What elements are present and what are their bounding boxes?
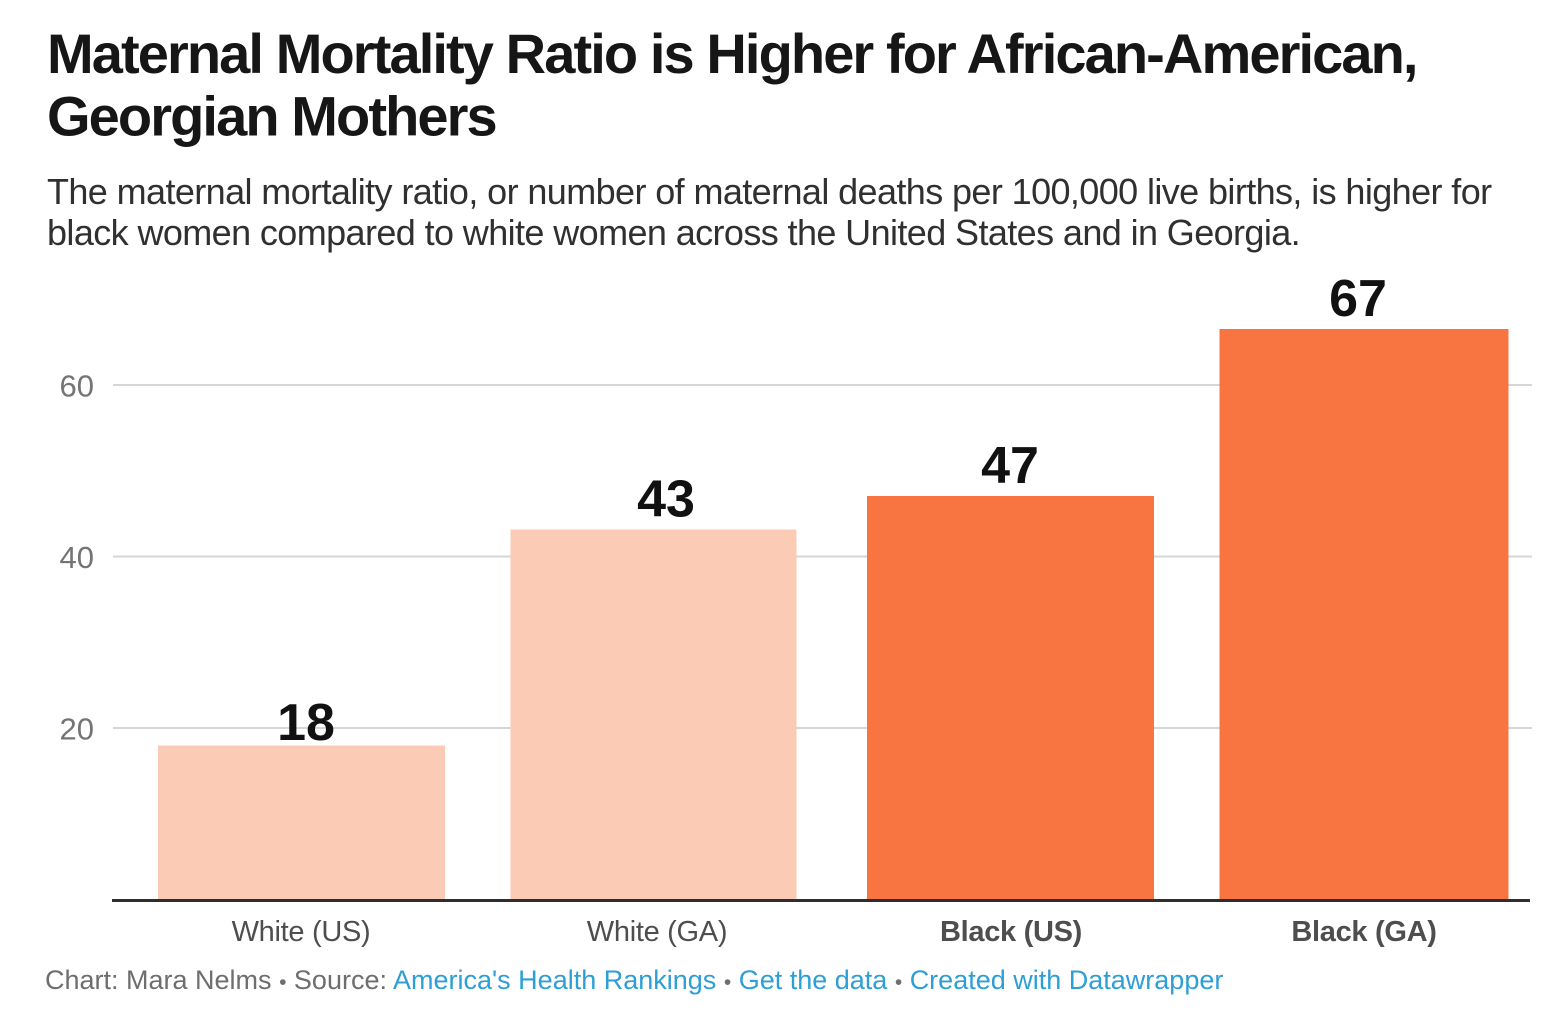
svg-text:18: 18 <box>277 694 335 752</box>
svg-text:40: 40 <box>60 540 94 575</box>
svg-text:Black (US): Black (US) <box>940 916 1082 948</box>
svg-text:The maternal mortality ratio,: The maternal mortality ratio, or number … <box>47 171 1492 212</box>
svg-text:black women compared to white: black women compared to white women acro… <box>47 212 1300 253</box>
svg-text:White (US): White (US) <box>232 916 371 948</box>
svg-text:60: 60 <box>60 368 94 403</box>
svg-text:Chart: Mara Nelms • Source: Am: Chart: Mara Nelms • Source: America's He… <box>45 965 1223 995</box>
svg-text:Maternal Mortality Ratio is Hi: Maternal Mortality Ratio is Higher for A… <box>47 22 1417 85</box>
svg-text:White (GA): White (GA) <box>587 916 727 948</box>
svg-text:43: 43 <box>637 471 695 529</box>
svg-text:67: 67 <box>1329 270 1387 328</box>
svg-text:Black (GA): Black (GA) <box>1291 916 1436 948</box>
svg-text:Georgian Mothers: Georgian Mothers <box>47 85 496 148</box>
svg-text:20: 20 <box>60 711 94 746</box>
svg-text:47: 47 <box>981 437 1039 495</box>
